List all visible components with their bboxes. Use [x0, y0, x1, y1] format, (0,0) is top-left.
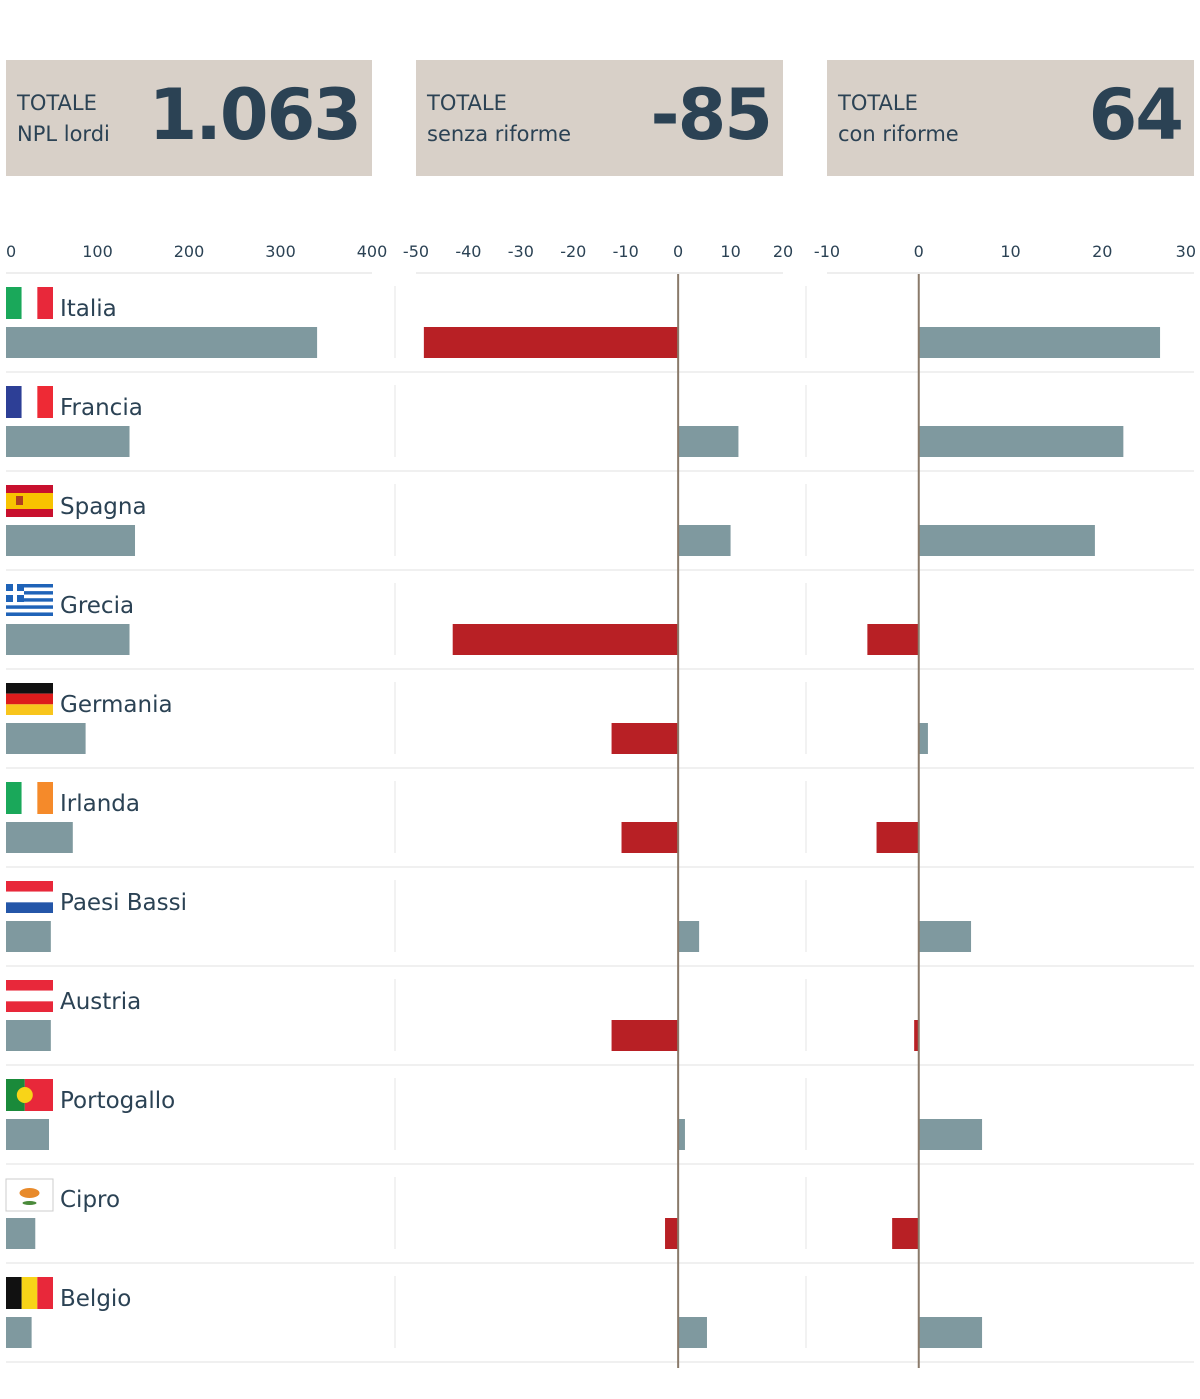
bar-3 [914, 1020, 919, 1051]
country-label: Austria [60, 989, 141, 1015]
country-label: Italia [60, 296, 117, 322]
bar-2 [621, 822, 679, 853]
bar-1 [6, 1119, 50, 1150]
flag-spagna-icon [6, 485, 53, 517]
bar-3 [918, 426, 1124, 457]
bar-3 [918, 1119, 983, 1150]
flag-germania-icon [6, 683, 53, 715]
country-label: Cipro [60, 1187, 120, 1213]
bar-3 [876, 822, 919, 853]
bar-1 [6, 1020, 51, 1051]
bar-2 [678, 1317, 707, 1348]
flag-irlanda-icon [6, 782, 53, 814]
tick-label: -50 [403, 242, 429, 261]
summary-box-senza-riforme: TOTALE senza riforme -85 [416, 60, 783, 176]
tick-label: 10 [720, 242, 740, 261]
bar-2 [611, 723, 679, 754]
bar-3 [918, 1317, 983, 1348]
bar-2 [678, 921, 700, 952]
summary-label: TOTALE NPL lordi [17, 91, 110, 146]
bar-3 [867, 624, 919, 655]
flag-austria-icon [6, 980, 53, 1012]
tick-label: 0 [914, 242, 924, 261]
bar-2 [665, 1218, 679, 1249]
bar-1 [6, 624, 130, 655]
country-label: Grecia [60, 593, 134, 619]
bar-3 [918, 921, 972, 952]
summary-label: TOTALE con riforme [838, 91, 959, 146]
bar-3 [918, 327, 1161, 358]
flag-belgio-icon [6, 1277, 53, 1309]
tick-label: -10 [814, 242, 840, 261]
bar-3 [892, 1218, 919, 1249]
summary-box-npl-lordi: TOTALE NPL lordi 1.063 [6, 60, 372, 176]
tick-label: 200 [174, 242, 205, 261]
tick-label: 30 [1176, 242, 1196, 261]
summary-value: 64 [1088, 74, 1184, 156]
country-label: Germania [60, 692, 173, 718]
bar-2 [452, 624, 679, 655]
bar-1 [6, 525, 136, 556]
bar-1 [6, 327, 318, 358]
flag-italia-icon [6, 287, 53, 319]
bar-3 [918, 525, 1095, 556]
tick-label: -40 [455, 242, 481, 261]
flag-grecia-icon [6, 584, 53, 616]
tick-label: 300 [265, 242, 296, 261]
summary-box-con-riforme: TOTALE con riforme 64 [827, 60, 1194, 176]
summary-value: 1.063 [148, 74, 362, 156]
bar-2 [678, 426, 739, 457]
tick-label: 100 [82, 242, 113, 261]
tick-label: 20 [1092, 242, 1112, 261]
bar-2 [678, 1119, 685, 1150]
bar-1 [6, 921, 51, 952]
country-label: Portogallo [60, 1088, 175, 1114]
summary-value: -85 [650, 74, 773, 156]
tick-label: -20 [560, 242, 586, 261]
bar-2 [423, 327, 679, 358]
country-label: Francia [60, 395, 143, 421]
country-label: Irlanda [60, 791, 140, 817]
tick-label: -30 [508, 242, 534, 261]
bar-2 [678, 525, 731, 556]
flag-paesi-bassi-icon [6, 881, 53, 913]
flag-cipro-icon [5, 1178, 54, 1212]
tick-label: 10 [1000, 242, 1020, 261]
country-label: Paesi Bassi [60, 890, 187, 916]
bar-1 [6, 1317, 32, 1348]
tick-label: 20 [773, 242, 793, 261]
tick-label: 0 [673, 242, 683, 261]
tick-label: 400 [357, 242, 388, 261]
bar-1 [6, 723, 86, 754]
bar-1 [6, 822, 73, 853]
flag-portogallo-icon [6, 1079, 53, 1111]
bar-3 [918, 723, 928, 754]
bar-2 [611, 1020, 679, 1051]
tick-label: 0 [6, 242, 16, 261]
country-label: Spagna [60, 494, 147, 520]
flag-francia-icon [6, 386, 53, 418]
country-label: Belgio [60, 1286, 131, 1312]
bar-1 [6, 426, 130, 457]
bar-1 [6, 1218, 36, 1249]
tick-label: -10 [613, 242, 639, 261]
summary-label: TOTALE senza riforme [427, 91, 572, 146]
